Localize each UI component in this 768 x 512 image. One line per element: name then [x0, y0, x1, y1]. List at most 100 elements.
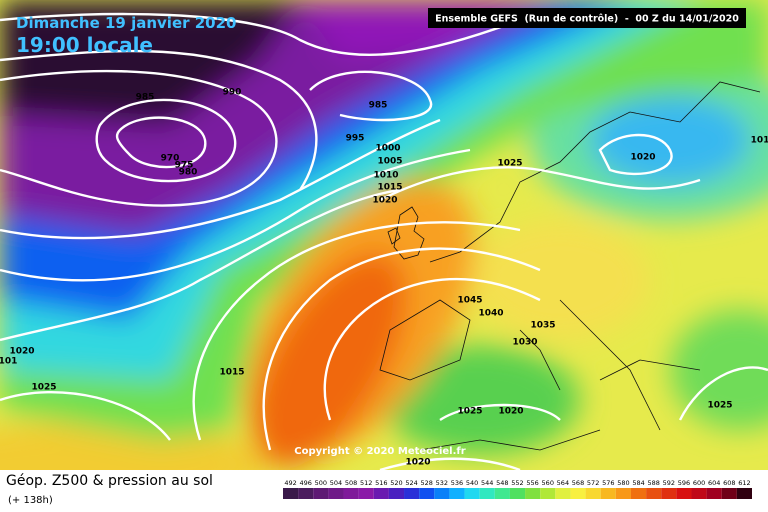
- scale-swatch: [555, 488, 571, 499]
- scale-label: 572: [587, 479, 599, 487]
- isobar-label: 980: [179, 168, 198, 178]
- isobar-label: 1005: [377, 157, 402, 167]
- isobar-label: 1025: [31, 383, 56, 393]
- scale-label: 496: [299, 479, 311, 487]
- scale-label: 508: [345, 479, 357, 487]
- scale-swatch: [661, 488, 677, 499]
- scale-label: 516: [375, 479, 387, 487]
- isobar-label: 985: [136, 93, 155, 103]
- scale-swatch: [298, 488, 314, 499]
- isobar-label: 995: [346, 134, 365, 144]
- isobar-label: 1020: [498, 407, 523, 417]
- scale-label: 536: [451, 479, 463, 487]
- scale-swatch: [630, 488, 647, 499]
- scale-swatch: [525, 488, 541, 499]
- isobar-labels: 985 990 985 995 1000 1005 1010 1015 1020 97097598…: [0, 88, 768, 468]
- isobar-label: 1015: [377, 183, 402, 193]
- scale-label: 592: [663, 479, 675, 487]
- scale-label: 528: [421, 479, 433, 487]
- time: 19:00 locale: [16, 33, 153, 57]
- scale-swatch: [736, 488, 752, 499]
- isobar-label: 1020: [372, 196, 397, 206]
- scale-swatch: [419, 488, 435, 499]
- coastlines: [379, 81, 761, 451]
- scale-label: 520: [390, 479, 402, 487]
- scale-swatch: [570, 488, 586, 499]
- isobar-label: 101: [751, 136, 768, 146]
- isobar-label: 1020: [9, 347, 34, 357]
- scale-swatch: [328, 488, 344, 499]
- isobar-label: 1010: [373, 171, 398, 181]
- scale-label: 500: [315, 479, 327, 487]
- scale-swatch: [600, 488, 616, 499]
- run-info: Ensemble GEFS (Run de contrôle) - 00 Z d…: [435, 14, 739, 25]
- scale-label: 600: [693, 479, 705, 487]
- scale-label: 552: [511, 479, 523, 487]
- scale-swatch: [449, 488, 465, 499]
- scale-swatch: [283, 488, 299, 499]
- isobar-label: 990: [223, 88, 242, 98]
- scale-label: 596: [678, 479, 690, 487]
- scale-label: 584: [632, 479, 644, 487]
- isobar-label: 975: [175, 161, 194, 171]
- isobar-label: 1035: [530, 321, 555, 331]
- scale-label: 612: [738, 479, 750, 487]
- scale-swatch: [646, 488, 662, 499]
- scale-swatch: [479, 488, 495, 499]
- scale-swatch: [706, 488, 722, 499]
- isobar-label: 1015: [219, 368, 244, 378]
- scale-label: 564: [557, 479, 569, 487]
- scale-label: 524: [405, 479, 417, 487]
- scale-swatch: [434, 488, 450, 499]
- scale-label: 544: [481, 479, 493, 487]
- scale-label: 548: [496, 479, 508, 487]
- run-box: [428, 8, 746, 28]
- scale-swatch: [313, 488, 329, 499]
- isobar-label: 1045: [457, 296, 482, 306]
- isobars: [0, 12, 768, 470]
- scale-label: 604: [708, 479, 720, 487]
- isobar-label: 1040: [478, 309, 503, 319]
- scale-label: 588: [647, 479, 659, 487]
- scale-swatch: [494, 488, 510, 499]
- scale-swatch: [585, 488, 601, 499]
- scale-swatch: [343, 488, 359, 499]
- scale-label: 576: [602, 479, 614, 487]
- scale-label: 532: [436, 479, 448, 487]
- isobar-label: 970: [161, 154, 180, 164]
- scale-label: 568: [572, 479, 584, 487]
- date: Dimanche 19 janvier 2020: [16, 14, 237, 32]
- footer-lead: (+ 138h): [8, 495, 53, 506]
- footer-title: Géop. Z500 & pression au sol: [6, 473, 213, 489]
- isobar-label: 1025: [457, 407, 482, 417]
- scale-swatch: [721, 488, 737, 499]
- scale-swatch: [388, 488, 405, 499]
- scale-label: 512: [360, 479, 372, 487]
- isobar-label: 1020: [630, 153, 655, 163]
- scale-swatch: [404, 488, 420, 499]
- scale-swatch: [373, 488, 389, 499]
- scale-label: 492: [284, 479, 296, 487]
- scale-swatch: [358, 488, 374, 499]
- isobar-label: 985: [369, 101, 388, 111]
- isobar-label: 1030: [512, 338, 537, 348]
- scale-label: 560: [542, 479, 554, 487]
- isobar-label: 1025: [497, 159, 522, 169]
- scale-label: 504: [330, 479, 342, 487]
- scale-swatch: [509, 488, 526, 499]
- scale-swatch: [615, 488, 631, 499]
- scale-label: 608: [723, 479, 735, 487]
- scale-swatch: [676, 488, 692, 499]
- scale-swatch: [540, 488, 556, 499]
- scale-label: 580: [617, 479, 629, 487]
- scale-swatch: [691, 488, 707, 499]
- copyright: Copyright © 2020 Meteociel.fr: [294, 446, 465, 457]
- color-scale: 492 496 500 504 508 512 516 520 524 528 532 536 540 5…: [283, 479, 752, 499]
- isobar-label: 1000: [375, 144, 400, 154]
- scale-swatch: [464, 488, 480, 499]
- scale-label: 556: [526, 479, 538, 487]
- isobar-label: 1025: [707, 401, 732, 411]
- isobar-label: 1020: [405, 458, 430, 468]
